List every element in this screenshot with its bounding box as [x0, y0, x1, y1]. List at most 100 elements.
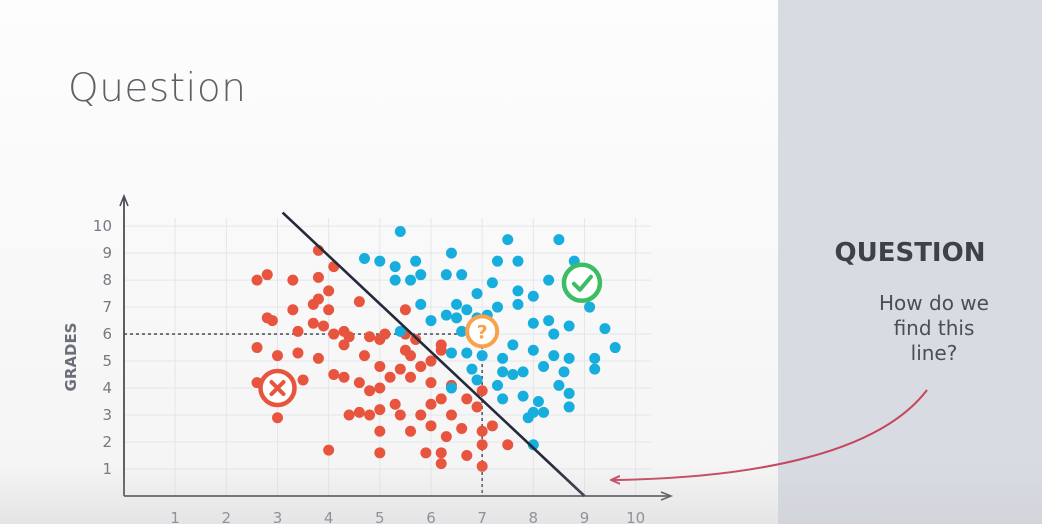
slide-panel: Question — [0, 0, 778, 524]
red-data-point — [323, 304, 335, 316]
blue-data-point — [492, 301, 504, 313]
blue-data-point — [527, 344, 539, 356]
blue-data-point — [563, 387, 575, 399]
x-tick-label: 6 — [426, 509, 436, 524]
red-data-point — [323, 285, 335, 297]
blue-data-point — [512, 285, 524, 297]
blue-data-point — [563, 320, 575, 332]
red-data-point — [399, 344, 411, 356]
slide-title: Question — [68, 66, 247, 111]
cross-icon — [269, 380, 286, 397]
y-axis-label: GRADES — [62, 323, 80, 392]
red-data-point — [476, 425, 488, 437]
blue-data-point — [394, 225, 406, 237]
red-data-point — [307, 317, 319, 329]
x-tick-label: 5 — [375, 509, 385, 524]
blue-data-point — [374, 255, 386, 267]
red-data-point — [394, 409, 406, 421]
x-axis-arrow-icon — [660, 491, 674, 501]
red-data-point — [353, 406, 365, 418]
red-data-point — [394, 363, 406, 375]
blue-data-point — [451, 312, 463, 324]
red-data-point — [374, 447, 386, 459]
red-data-point — [486, 420, 498, 432]
blue-data-point — [507, 369, 519, 381]
blue-data-point — [538, 360, 550, 372]
blue-data-point — [543, 274, 555, 286]
red-data-point — [292, 325, 304, 337]
sidebar-body-line: find this — [893, 316, 975, 340]
blue-data-point — [512, 255, 524, 267]
question-mark-icon: ? — [477, 321, 488, 343]
red-data-point — [435, 344, 447, 356]
y-tick-label: 10 — [93, 217, 112, 235]
red-data-point — [379, 328, 391, 340]
red-data-point — [328, 328, 340, 340]
blue-data-point — [389, 274, 401, 286]
red-data-point — [476, 460, 488, 472]
y-tick-label: 6 — [102, 325, 112, 343]
red-data-point — [364, 331, 376, 343]
blue-data-point — [553, 234, 565, 246]
blue-data-point — [609, 342, 621, 354]
red-data-point — [287, 274, 299, 286]
blue-data-point — [497, 393, 509, 405]
question-marker-ring — [465, 314, 500, 349]
red-data-point — [389, 398, 401, 410]
blue-data-point — [445, 347, 457, 359]
blue-data-point — [358, 252, 370, 264]
red-data-point — [287, 304, 299, 316]
blue-data-point — [517, 366, 529, 378]
red-data-point — [364, 385, 376, 397]
red-data-point — [343, 331, 355, 343]
blue-data-point — [563, 401, 575, 413]
red-data-point — [353, 377, 365, 389]
y-tick-label: 5 — [102, 352, 112, 370]
blue-data-point — [563, 352, 575, 364]
red-data-point — [425, 377, 437, 389]
red-data-point — [410, 333, 422, 345]
red-data-point — [343, 409, 355, 421]
blue-data-point — [589, 352, 601, 364]
red-data-point — [328, 369, 340, 381]
y-tick-label: 1 — [102, 460, 112, 478]
blue-data-point — [410, 255, 422, 267]
blue-data-point — [497, 366, 509, 378]
red-data-point — [399, 304, 411, 316]
blue-data-point — [492, 255, 504, 267]
red-data-point — [476, 385, 488, 397]
red-data-point — [312, 352, 324, 364]
blue-data-point — [527, 317, 539, 329]
red-data-point — [405, 371, 417, 383]
blue-data-point — [584, 301, 596, 313]
blue-data-point — [527, 290, 539, 302]
red-data-point — [374, 382, 386, 394]
red-data-point — [471, 401, 483, 413]
y-tick-label: 3 — [102, 406, 112, 424]
red-data-point — [435, 458, 447, 470]
blue-data-point — [589, 363, 601, 375]
blue-data-point — [456, 325, 468, 337]
blue-data-point — [389, 261, 401, 273]
red-data-point — [405, 425, 417, 437]
x-tick-label: 7 — [477, 509, 487, 524]
red-data-point — [502, 439, 514, 451]
red-data-point — [420, 447, 432, 459]
red-data-point — [312, 293, 324, 305]
red-data-point — [415, 409, 427, 421]
blue-data-point — [405, 274, 417, 286]
sidebar-body-line: How do we — [879, 291, 989, 315]
blue-data-point — [486, 277, 498, 289]
red-data-point — [251, 342, 263, 354]
x-tick-label: 4 — [324, 509, 334, 524]
red-data-point — [461, 450, 473, 462]
red-data-point — [271, 412, 283, 424]
check-marker-ring — [561, 262, 603, 304]
blue-data-point — [456, 269, 468, 281]
blue-data-point — [471, 288, 483, 300]
blue-data-point — [445, 382, 457, 394]
red-data-point — [338, 339, 350, 351]
red-data-point — [445, 409, 457, 421]
red-data-point — [425, 355, 437, 367]
